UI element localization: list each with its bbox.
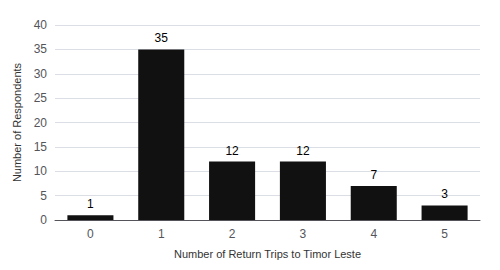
svg-text:5: 5 bbox=[441, 227, 448, 241]
svg-text:12: 12 bbox=[296, 144, 310, 158]
svg-text:3: 3 bbox=[300, 227, 307, 241]
svg-text:7: 7 bbox=[370, 168, 377, 182]
svg-text:25: 25 bbox=[34, 91, 48, 105]
svg-text:35: 35 bbox=[155, 31, 169, 45]
svg-text:20: 20 bbox=[34, 116, 48, 130]
svg-text:Number of Return Trips to Timo: Number of Return Trips to Timor Leste bbox=[174, 248, 361, 260]
svg-text:3: 3 bbox=[441, 187, 448, 201]
svg-text:5: 5 bbox=[40, 189, 47, 203]
svg-text:0: 0 bbox=[87, 227, 94, 241]
svg-text:1: 1 bbox=[158, 227, 165, 241]
svg-text:4: 4 bbox=[370, 227, 377, 241]
svg-text:35: 35 bbox=[34, 42, 48, 56]
svg-text:12: 12 bbox=[225, 144, 239, 158]
svg-text:30: 30 bbox=[34, 67, 48, 81]
svg-text:10: 10 bbox=[34, 164, 48, 178]
svg-text:Number of Respondents: Number of Respondents bbox=[11, 62, 23, 182]
svg-text:1: 1 bbox=[87, 197, 94, 211]
svg-text:0: 0 bbox=[40, 213, 47, 227]
svg-text:2: 2 bbox=[229, 227, 236, 241]
svg-text:15: 15 bbox=[34, 140, 48, 154]
svg-text:40: 40 bbox=[34, 18, 48, 32]
